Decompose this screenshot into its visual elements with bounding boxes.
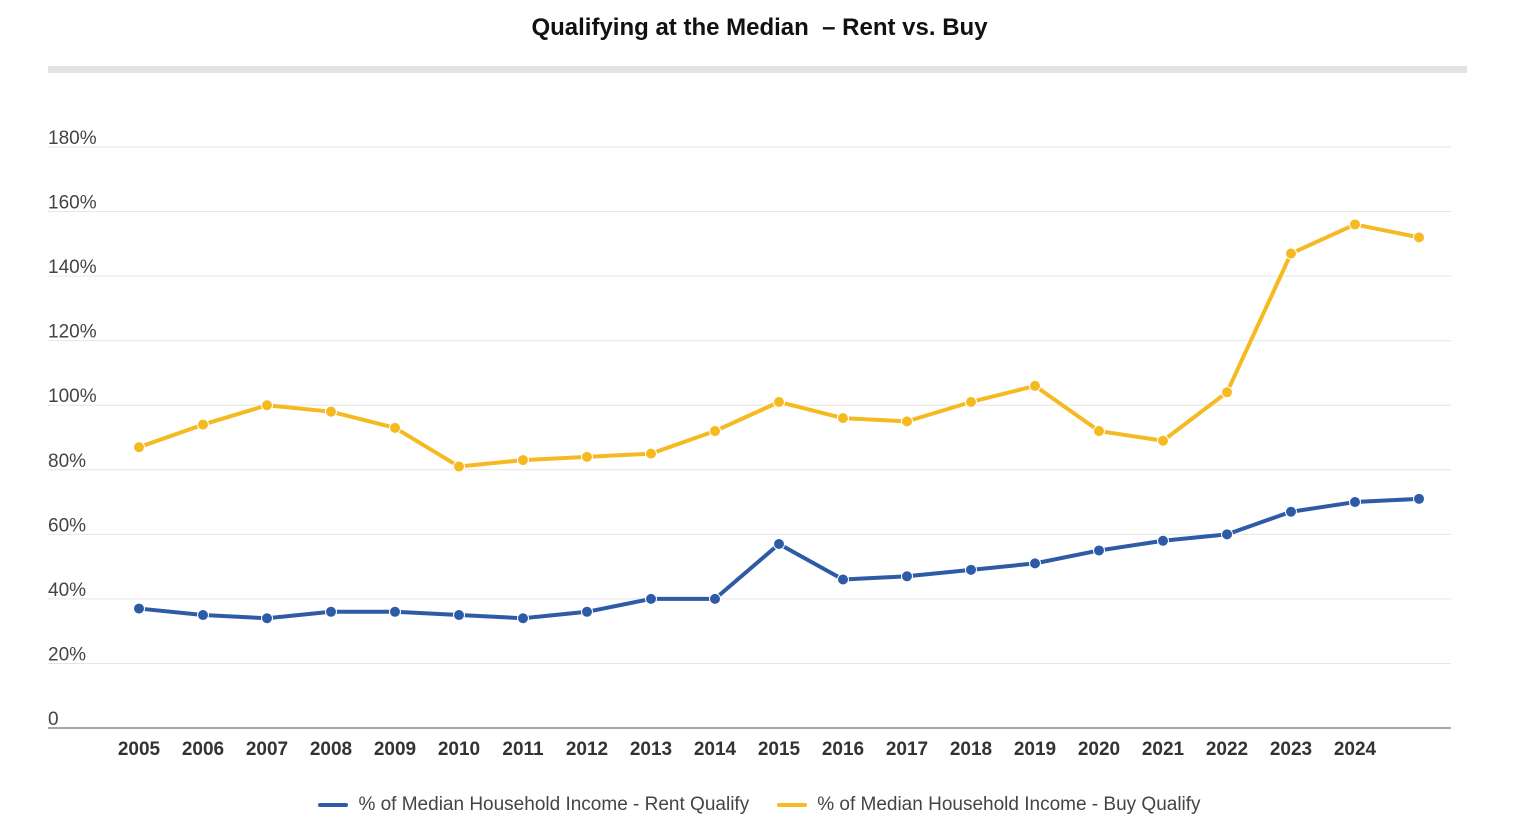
data-point[interactable]	[133, 441, 145, 454]
data-point[interactable]	[133, 602, 145, 615]
data-point[interactable]	[1413, 231, 1425, 244]
x-tick-label: 2010	[438, 739, 480, 760]
y-tick-label: 100%	[48, 386, 97, 407]
x-tick-label: 2017	[886, 739, 928, 760]
x-tick-label: 2016	[822, 739, 864, 760]
data-point[interactable]	[453, 609, 465, 622]
data-point[interactable]	[389, 421, 401, 434]
data-point[interactable]	[517, 612, 529, 625]
y-axis-ticks: 0 20% 40% 60% 80% 100% 120% 140% 160% 180%	[48, 128, 97, 730]
legend-swatch-buy	[777, 803, 808, 807]
data-point[interactable]	[1157, 534, 1169, 547]
x-tick-label: 2006	[182, 739, 224, 760]
y-tick-label: 20%	[48, 644, 86, 665]
x-tick-label: 2009	[374, 739, 416, 760]
data-point[interactable]	[1221, 528, 1233, 541]
data-point[interactable]	[1029, 557, 1041, 570]
series-line-0	[137, 496, 1421, 621]
data-point[interactable]	[709, 425, 721, 438]
x-tick-label: 2015	[758, 739, 801, 760]
x-axis-ticks: 2005 2006 2007 2008 2009 2010 2011 2012 2013 2014…	[118, 739, 1377, 760]
x-tick-label: 2012	[566, 739, 608, 760]
data-point[interactable]	[197, 418, 209, 431]
data-point[interactable]	[1157, 434, 1169, 447]
y-tick-label: 160%	[48, 193, 97, 214]
data-point[interactable]	[1093, 544, 1105, 557]
data-point[interactable]	[965, 395, 977, 408]
legend-label-buy: % of Median Household Income - Buy Quali…	[817, 794, 1201, 815]
legend-label-rent: % of Median Household Income - Rent Qual…	[358, 794, 750, 815]
data-point[interactable]	[901, 570, 913, 583]
x-tick-label: 2024	[1334, 739, 1377, 760]
data-point[interactable]	[965, 563, 977, 576]
data-point[interactable]	[1413, 492, 1425, 505]
data-point[interactable]	[1285, 505, 1297, 518]
x-tick-label: 2018	[950, 739, 992, 760]
series-line-1	[137, 222, 1421, 469]
gridlines	[48, 146, 1451, 664]
x-tick-label: 2021	[1142, 739, 1185, 760]
data-point[interactable]	[1029, 379, 1041, 392]
data-point[interactable]	[773, 395, 785, 408]
series-lines	[137, 222, 1421, 621]
y-tick-label: 0	[48, 709, 59, 730]
data-point[interactable]	[1349, 218, 1361, 231]
data-point[interactable]	[709, 592, 721, 605]
legend-swatch-rent	[318, 803, 349, 807]
legend-item-rent[interactable]: % of Median Household Income - Rent Qual…	[318, 794, 749, 816]
x-tick-label: 2023	[1270, 739, 1312, 760]
legend-item-buy[interactable]: % of Median Household Income - Buy Quali…	[777, 794, 1201, 816]
data-point[interactable]	[389, 605, 401, 618]
data-point[interactable]	[645, 592, 657, 605]
y-tick-label: 120%	[48, 322, 97, 343]
data-point[interactable]	[325, 405, 337, 418]
x-tick-label: 2008	[310, 739, 352, 760]
data-point[interactable]	[773, 538, 785, 551]
legend: % of Median Household Income - Rent Qual…	[0, 794, 1519, 816]
data-point[interactable]	[837, 412, 849, 425]
data-point[interactable]	[453, 460, 465, 473]
data-point[interactable]	[1093, 425, 1105, 438]
data-point[interactable]	[581, 450, 593, 463]
data-point[interactable]	[261, 399, 273, 412]
x-tick-label: 2007	[246, 739, 288, 760]
data-point[interactable]	[1285, 247, 1297, 260]
series-points	[133, 218, 1425, 625]
y-tick-label: 180%	[48, 128, 97, 149]
y-tick-label: 140%	[48, 257, 97, 278]
data-point[interactable]	[645, 447, 657, 460]
data-point[interactable]	[325, 605, 337, 618]
x-tick-label: 2011	[502, 739, 544, 760]
data-point[interactable]	[517, 454, 529, 467]
x-tick-label: 2013	[630, 739, 672, 760]
y-tick-label: 60%	[48, 515, 86, 536]
chart-title: Qualifying at the Median – Rent vs. Buy	[531, 14, 988, 41]
data-point[interactable]	[197, 609, 209, 622]
title-divider	[48, 66, 1467, 73]
data-point[interactable]	[581, 605, 593, 618]
y-tick-label: 80%	[48, 451, 86, 472]
x-tick-label: 2020	[1078, 739, 1120, 760]
data-point[interactable]	[261, 612, 273, 625]
y-tick-label: 40%	[48, 580, 86, 601]
x-tick-label: 2014	[694, 739, 737, 760]
x-tick-label: 2019	[1014, 739, 1056, 760]
data-point[interactable]	[1221, 386, 1233, 399]
x-tick-label: 2022	[1206, 739, 1248, 760]
data-point[interactable]	[1349, 496, 1361, 509]
x-tick-label: 2005	[118, 739, 161, 760]
data-point[interactable]	[901, 415, 913, 428]
data-point[interactable]	[837, 573, 849, 586]
